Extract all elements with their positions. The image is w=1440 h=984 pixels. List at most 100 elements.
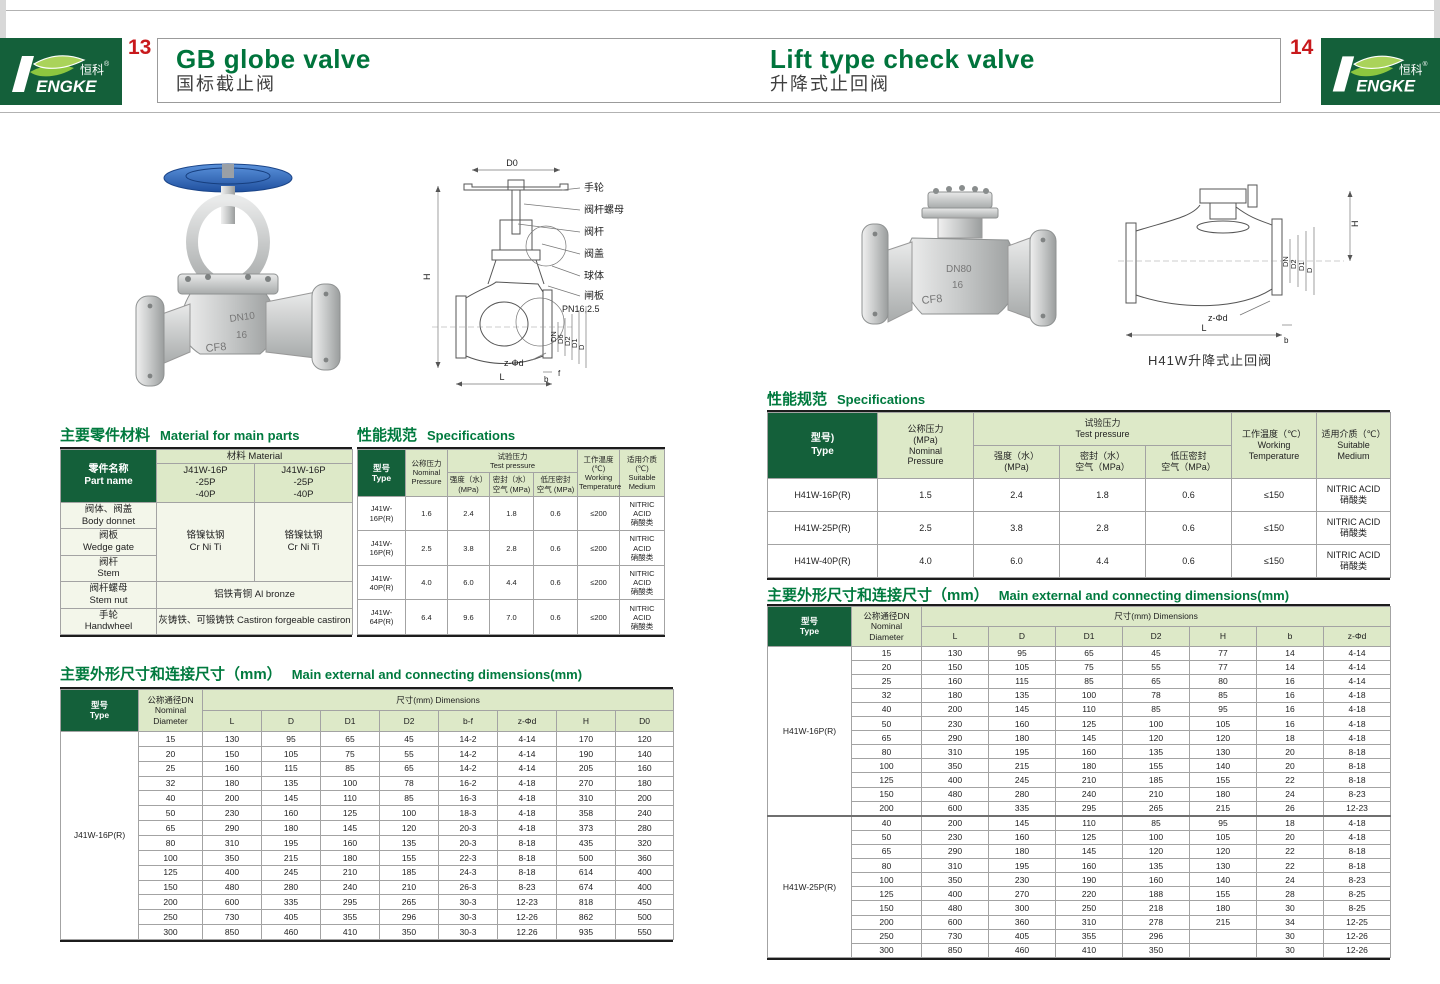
left-specs-section-title: 性能规范 Specifications: [357, 424, 515, 445]
table-cell: 295: [1055, 800, 1123, 817]
table-cell: 4-18: [1322, 730, 1392, 746]
table-cell: 65: [851, 730, 922, 746]
dims-title-zh: 主要外形尺寸和连接尺寸（mm）: [767, 587, 989, 604]
table-cell: 105: [1189, 830, 1257, 846]
right-specs-table: 型号) Type 公称压力 (MPa) Nominal Pressure 试验压力 Test …: [767, 410, 1392, 580]
dim-l: L: [1201, 323, 1206, 333]
table-cell: 30: [1256, 928, 1324, 944]
brand-zh-text: 恒科: [1399, 63, 1423, 77]
table-header-cell: 试验压力 Test pressure: [446, 448, 579, 474]
table-cell: 180: [1189, 900, 1257, 916]
table-cell: 铬镍钛钢 Cr Ni Ti: [254, 501, 353, 583]
table-cell: 14-2: [438, 745, 498, 762]
table-cell: 34: [1256, 914, 1324, 930]
table-cell: 300: [988, 900, 1056, 916]
table-cell: 铬镍钛钢 Cr Ni Ti: [156, 501, 255, 583]
table-cell: 95: [261, 730, 321, 747]
dim-d2: D2: [1289, 259, 1298, 269]
table-cell: 400: [614, 879, 675, 896]
table-cell: 218: [1122, 900, 1190, 916]
drawing-caption: H41W升降式止回阀: [1148, 353, 1273, 368]
table-cell: 45: [1122, 645, 1190, 661]
table-cell: 4-18: [1322, 814, 1392, 832]
table-cell: 180: [1055, 758, 1123, 774]
table-header-cell: 公称压力 Nominal Pressure: [405, 449, 448, 497]
table-cell: 290: [921, 730, 989, 746]
table-header-cell: H: [1189, 625, 1257, 647]
table-cell: 4-14: [497, 760, 557, 777]
table-header-cell: 适用介质 (℃) Suitable Medium: [619, 449, 666, 497]
table-cell: 125: [1055, 716, 1123, 732]
table-cell: 8-25: [1322, 900, 1392, 916]
table-cell: 115: [261, 760, 321, 777]
table-cell: 155: [1189, 772, 1257, 788]
table-cell: 20-3: [438, 834, 498, 851]
table-cell: 140: [1189, 758, 1257, 774]
table-cell: 145: [1055, 730, 1123, 746]
bonnet-cap: [927, 191, 993, 209]
table-cell: 20-3: [438, 820, 498, 836]
table-cell: NITRIC ACID 硝酸类: [619, 564, 666, 601]
table-cell: H41W-25P(R): [767, 814, 852, 958]
table-cell: 160: [614, 760, 675, 777]
table-cell: 8-23: [1322, 786, 1392, 802]
dim-b: b: [1284, 336, 1289, 345]
table-cell: 120: [1189, 730, 1257, 746]
table-cell: 405: [988, 928, 1056, 944]
table-cell: 150: [138, 879, 203, 896]
table-cell: 170: [556, 730, 616, 747]
table-cell: 0.6: [1144, 478, 1233, 512]
table-cell: 230: [921, 830, 989, 846]
dims-title-en: Main external and connecting dimensions(…: [998, 588, 1290, 603]
table-cell: ≤200: [577, 599, 621, 635]
table-cell: 22: [1256, 858, 1324, 874]
table-cell: 120: [1122, 844, 1190, 860]
table-cell: 20: [1256, 758, 1324, 774]
page-number-right: 14: [1290, 36, 1314, 59]
table-cell: 14-2: [438, 760, 498, 777]
table-cell: 65: [379, 760, 439, 777]
table-cell: 28: [1256, 886, 1324, 902]
table-cell: 674: [556, 879, 616, 896]
table-cell: J41W-64P(R): [357, 599, 406, 635]
table-cell: 8-18: [497, 864, 557, 881]
table-cell: 18: [1256, 730, 1324, 746]
table-cell: 8-18: [497, 834, 557, 851]
table-cell: 80: [851, 858, 922, 874]
table-cell: 280: [614, 820, 675, 836]
table-cell: J41W-16P(R): [60, 730, 139, 941]
table-cell: 935: [556, 924, 616, 940]
table-cell: 阀杆螺母 Stem nut: [60, 581, 157, 609]
title-box: GB globe valve 国标截止阀 Lift type check val…: [157, 38, 1281, 103]
table-cell: H41W-25P(R): [767, 511, 878, 545]
table-cell: 手轮 Handwheel: [60, 607, 157, 636]
table-header-cell: 公称通径DN Nominal Diameter: [851, 606, 922, 647]
table-cell: 4-18: [497, 820, 557, 836]
table-cell: 2.5: [877, 511, 974, 545]
table-cell: 1.8: [489, 495, 534, 532]
table-cell: 65: [851, 844, 922, 860]
part-label-stem-nut: 阀杆螺母: [584, 203, 624, 216]
brand-en-text: ENGKE: [1356, 76, 1416, 95]
table-cell: 460: [988, 942, 1056, 959]
table-cell: 405: [261, 909, 321, 926]
photo-marking: CF8: [205, 341, 227, 355]
table-cell: 4-18: [1322, 716, 1392, 732]
table-cell: J41W-40P(R): [357, 564, 406, 601]
table-cell: NITRIC ACID 硝酸类: [1316, 544, 1392, 578]
table-cell: 195: [988, 858, 1056, 874]
table-cell: 180: [261, 820, 321, 836]
table-header-cell: 公称压力 (MPa) Nominal Pressure: [877, 412, 974, 479]
table-cell: 4-14: [1322, 659, 1392, 675]
table-cell: 8-18: [1322, 758, 1392, 774]
table-cell: 500: [614, 909, 675, 926]
table-cell: 862: [556, 909, 616, 926]
table-cell: 145: [261, 790, 321, 807]
table-cell: 200: [851, 800, 922, 817]
table-cell: 1.5: [877, 478, 974, 512]
table-cell: 120: [614, 730, 675, 747]
table-cell: 265: [1122, 800, 1190, 817]
table-cell: H41W-16P(R): [767, 645, 852, 817]
table-cell: 24: [1256, 786, 1324, 802]
specs-title-en: Specifications: [837, 392, 926, 407]
